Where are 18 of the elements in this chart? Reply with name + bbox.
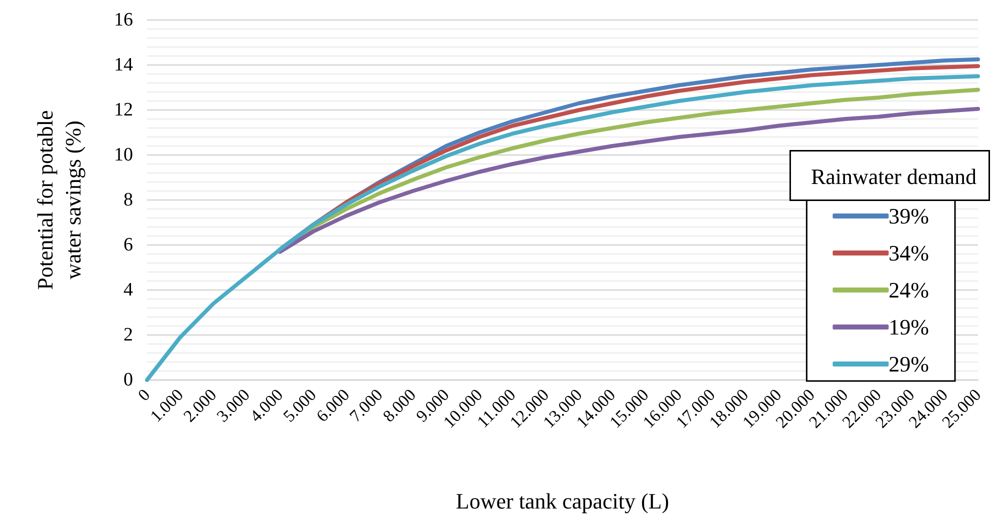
legend-label: 24% bbox=[888, 278, 929, 302]
y-axis-title: Potential for potable water savings (%) bbox=[32, 110, 86, 290]
line-series bbox=[145, 74, 980, 382]
y-tick-label: 8 bbox=[124, 190, 133, 210]
y-tick-label: 2 bbox=[124, 324, 133, 346]
y-tick-label: 0 bbox=[124, 370, 133, 390]
y-tick-label: 6 bbox=[124, 234, 133, 256]
legend-title: Rainwater demand bbox=[810, 164, 977, 189]
y-tick-label: 12 bbox=[114, 100, 133, 120]
y-tick-label: 16 bbox=[114, 10, 133, 30]
legend-label: 39% bbox=[888, 204, 929, 228]
x-axis-title: Lower tank capacity (L) bbox=[456, 488, 670, 514]
legend-label: 29% bbox=[888, 352, 929, 376]
y-tick-label: 14 bbox=[114, 54, 134, 76]
legend-label: 19% bbox=[888, 314, 929, 340]
y-tick-label: 4 bbox=[124, 280, 134, 300]
y-tick-label: 10 bbox=[114, 144, 133, 166]
legend-label: 34% bbox=[888, 240, 929, 266]
